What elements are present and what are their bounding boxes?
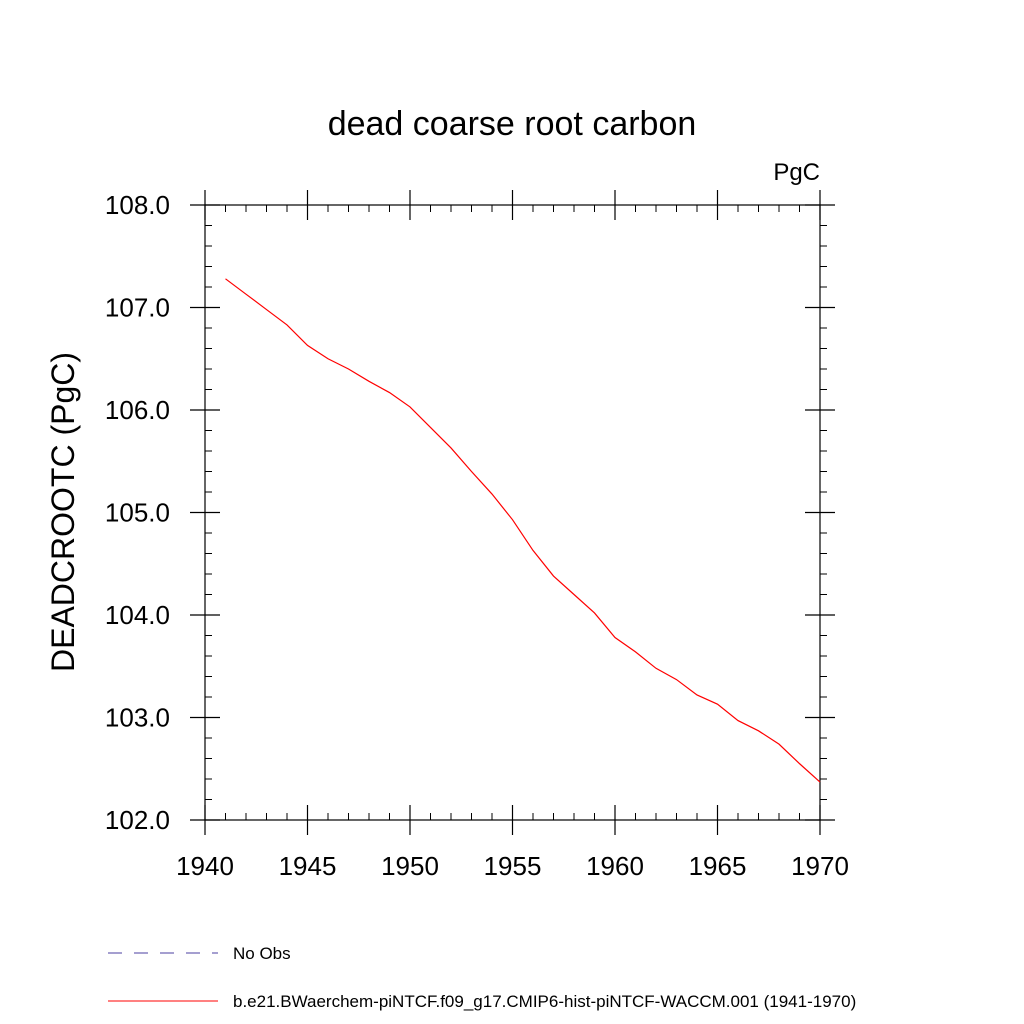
y-tick-label: 105.0 [105, 498, 170, 528]
x-tick-label: 1950 [381, 851, 439, 881]
series-line-0 [225, 278, 821, 783]
x-tick-label: 1955 [484, 851, 542, 881]
series-layer [225, 278, 821, 783]
y-axis-label: DEADCROOTC (PgC) [45, 352, 81, 672]
x-tick-label: 1945 [279, 851, 337, 881]
legend-label-model-run: b.e21.BWaerchem-piNTCF.f09_g17.CMIP6-his… [233, 992, 856, 1011]
y-tick-label: 106.0 [105, 395, 170, 425]
units-label: PgC [773, 159, 820, 186]
axis-ticks [190, 190, 835, 835]
legend: No Obs b.e21.BWaerchem-piNTCF.f09_g17.CM… [108, 944, 856, 1011]
plot-frame [204, 204, 821, 821]
legend-label-no-obs: No Obs [233, 944, 291, 963]
chart-title: dead coarse root carbon [328, 105, 697, 143]
axis-tick-labels: 1940 1945 1950 1955 1960 1965 1970 102.0 103.0 10… [105, 190, 849, 881]
x-tick-label: 1970 [791, 851, 849, 881]
y-tick-label: 104.0 [105, 600, 170, 630]
x-tick-label: 1940 [176, 851, 234, 881]
x-tick-label: 1965 [689, 851, 747, 881]
x-tick-label: 1960 [586, 851, 644, 881]
y-tick-label: 102.0 [105, 805, 170, 835]
y-tick-label: 107.0 [105, 293, 170, 323]
y-tick-label: 108.0 [105, 190, 170, 220]
y-tick-label: 103.0 [105, 703, 170, 733]
